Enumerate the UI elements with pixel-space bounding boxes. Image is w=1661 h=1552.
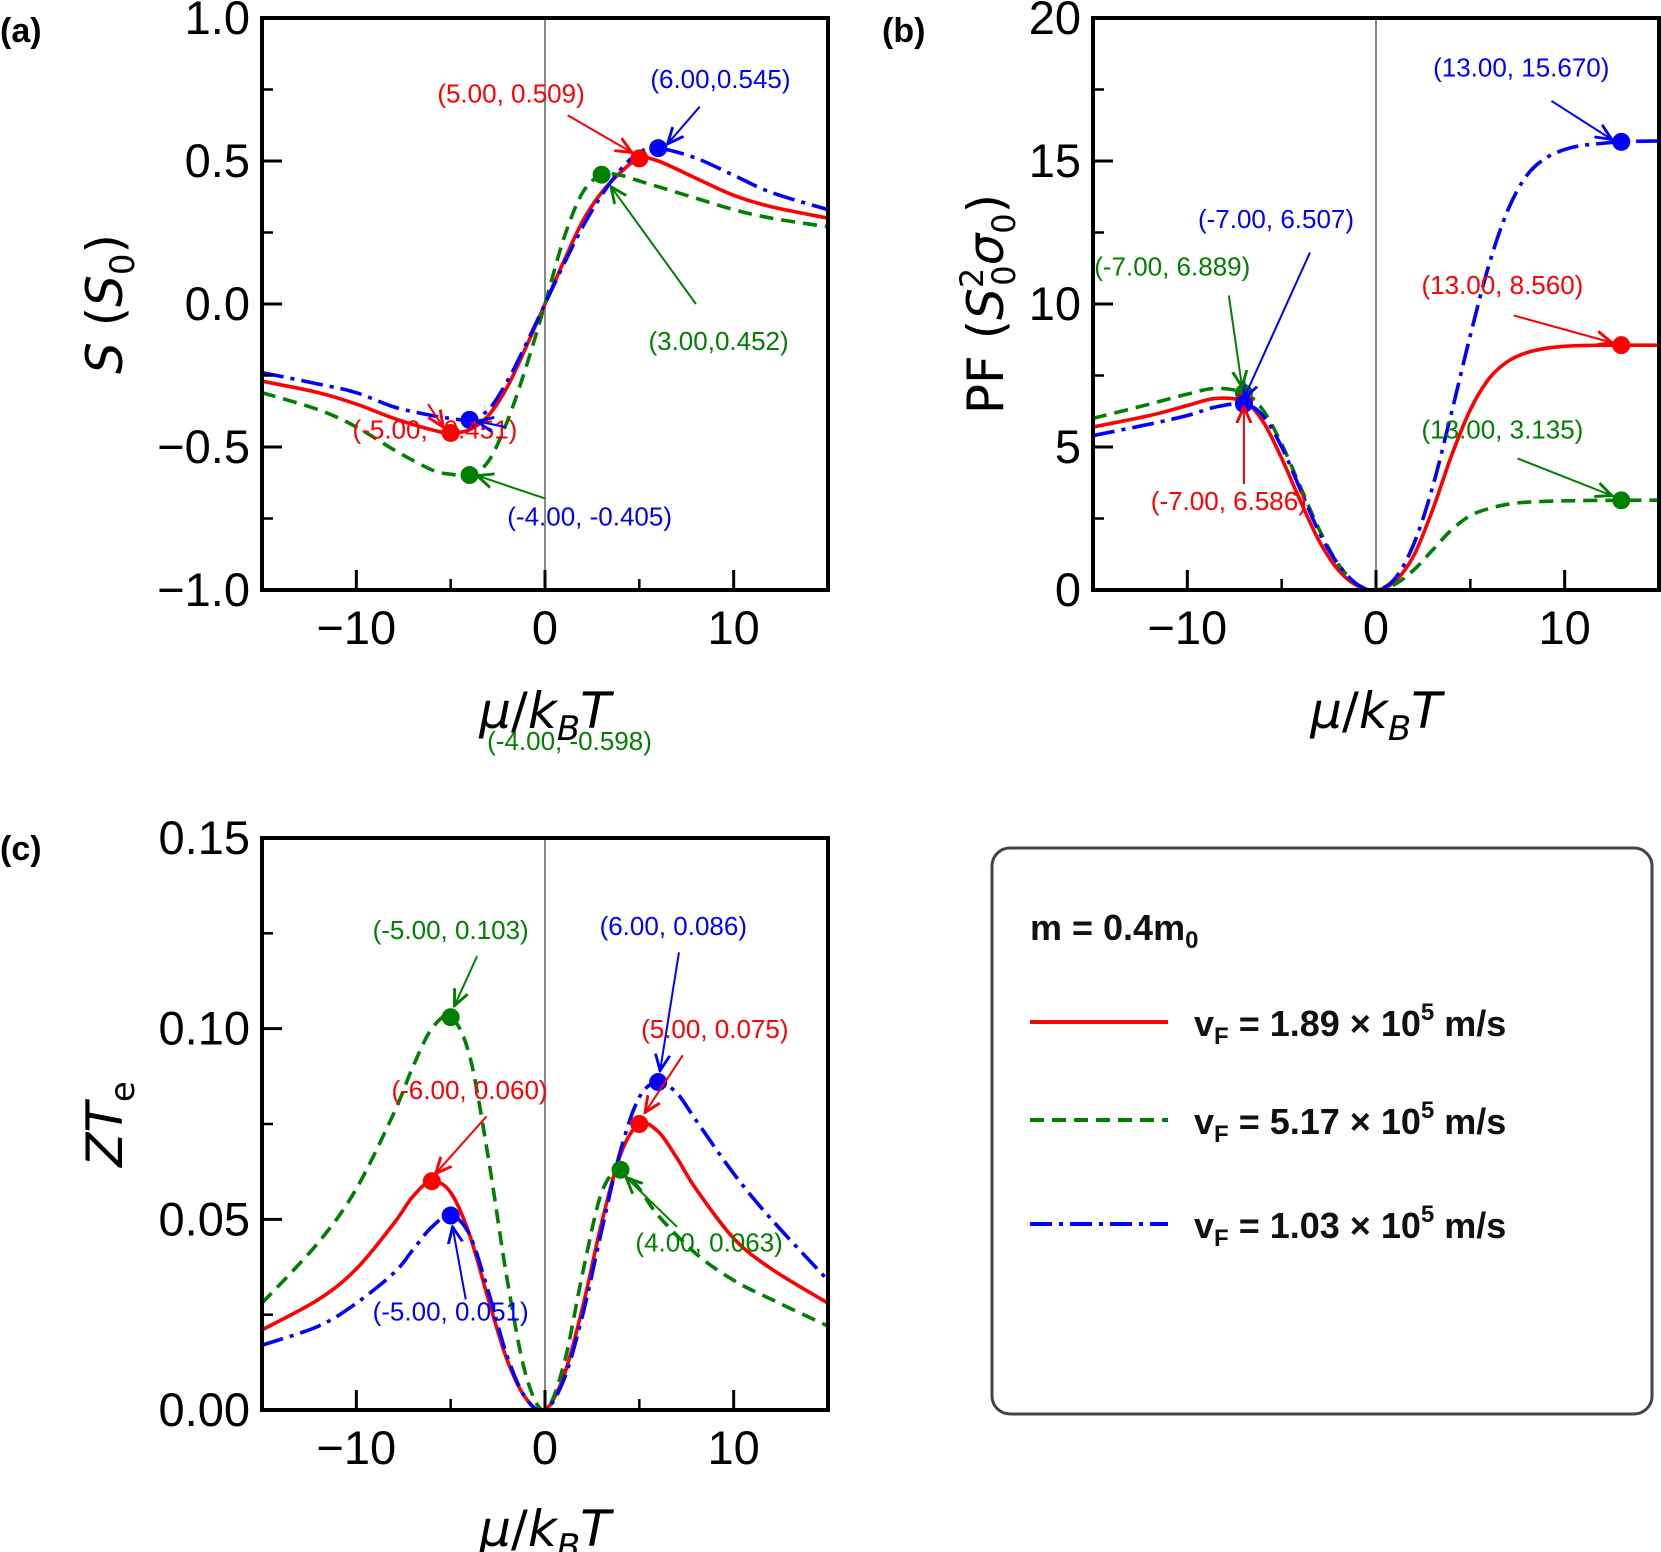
legend-entry-blue: vF = 1.03 × 105 m/s	[1194, 1201, 1506, 1252]
legend-title-main: m = 0.4m	[1030, 907, 1185, 948]
annotation-label: (-4.00, -0.598)	[487, 726, 652, 756]
y-tick-label: 0.05	[159, 1192, 250, 1245]
data-marker	[422, 1172, 441, 1191]
legend: m = 0.4m0 vF = 1.89 × 105 m/s vF = 5.17 …	[990, 846, 1654, 1416]
annotation-label: (-7.00, 6.586)	[1151, 486, 1307, 516]
legend-entry-green: vF = 5.17 × 105 m/s	[1194, 1097, 1506, 1148]
annotation-arrow	[1517, 457, 1612, 495]
data-marker	[441, 423, 460, 442]
y-tick-label: 0.00	[159, 1383, 250, 1436]
x-tick-label: 10	[708, 1421, 760, 1474]
annotation-label: (-4.00, -0.405)	[507, 502, 672, 532]
annotation-label: (6.00, 0.086)	[600, 911, 747, 941]
data-marker	[1612, 336, 1631, 355]
panel-c-xlabel: μ/kBT	[478, 1500, 614, 1552]
annotation-arrow	[453, 1227, 467, 1300]
panel-b-label: (b)	[882, 12, 925, 50]
y-tick-label: 20	[1029, 0, 1081, 44]
panel-b-xlabel: μ/kBT	[1309, 682, 1445, 749]
annotation-arrow	[567, 114, 632, 152]
data-marker	[592, 165, 611, 184]
data-marker	[441, 1206, 460, 1225]
annotation-arrow	[1513, 314, 1612, 342]
annotation-arrow	[1550, 100, 1611, 140]
annotation-label: (3.00,0.452)	[648, 326, 788, 356]
panel-c-ylabel: ZTe	[76, 1081, 143, 1169]
panel-a-ylabel: S (S0)	[76, 234, 143, 374]
annotation-arrow	[477, 421, 506, 427]
annotation-arrow	[660, 952, 680, 1070]
y-tick-label: 0.0	[185, 277, 250, 330]
series-red	[262, 155, 828, 435]
annotation-label: (-5.00, 0.103)	[373, 915, 529, 945]
x-tick-label: −10	[316, 601, 396, 654]
data-marker	[1612, 132, 1631, 151]
series-green	[262, 171, 828, 478]
annotation-arrow	[1244, 252, 1311, 399]
annotation-arrow	[611, 187, 697, 305]
panel-a-label: (a)	[0, 12, 42, 50]
annotation-label: (13.00, 15.670)	[1433, 53, 1609, 83]
annotation-arrow	[668, 106, 701, 144]
annotation-label: (5.00, 0.075)	[641, 1014, 788, 1044]
annotation-arrow	[645, 1054, 684, 1112]
panel-c-label: (c)	[0, 830, 42, 868]
data-marker	[649, 139, 668, 158]
legend-title-sub: 0	[1185, 927, 1198, 954]
annotation-arrow	[626, 1177, 678, 1228]
annotation-arrow	[436, 1115, 488, 1173]
series-blue	[1093, 139, 1659, 590]
series-blue	[262, 1080, 828, 1410]
x-tick-label: 0	[532, 601, 558, 654]
annotation-arrow	[454, 955, 478, 1006]
annotation-label: (5.00, 0.509)	[437, 78, 584, 108]
legend-box	[990, 846, 1654, 1416]
data-marker	[1612, 491, 1631, 510]
y-tick-label: 0.5	[185, 134, 250, 187]
panel-b-ylabel: PF (S20σ0)	[953, 194, 1023, 414]
series-green	[262, 1014, 828, 1410]
annotation-label: (13.00, 3.135)	[1421, 414, 1583, 444]
annotation-label: (13.00, 8.560)	[1421, 270, 1583, 300]
y-tick-label: −1.0	[157, 563, 250, 616]
panel-c: (c) (-5.00, 0.103) (6.00, 0.086) (5.00, 0.…	[0, 811, 830, 1552]
y-tick-label: 10	[1029, 277, 1081, 330]
legend-title: m = 0.4m0	[1030, 907, 1198, 954]
annotation-label: (-7.00, 6.889)	[1094, 251, 1250, 281]
x-tick-label: 10	[708, 601, 760, 654]
data-marker	[630, 149, 649, 168]
panel-a-xlabel: μ/kBT	[478, 682, 614, 749]
y-tick-label: 0.15	[159, 811, 250, 864]
x-tick-label: 0	[532, 1421, 558, 1474]
annotation-arrow	[477, 476, 546, 500]
annotation-arrow	[427, 403, 443, 427]
annotation-label: (-5.00, 0.051)	[373, 1296, 529, 1326]
data-marker	[460, 466, 479, 485]
y-tick-label: 5	[1055, 420, 1081, 473]
annotation-label: (-6.00, 0.060)	[391, 1075, 547, 1105]
annotation-label: (-7.00, 6.507)	[1198, 204, 1354, 234]
annotation-label: (4.00, 0.063)	[635, 1228, 782, 1258]
data-marker	[441, 1008, 460, 1027]
x-tick-label: 0	[1363, 601, 1389, 654]
y-tick-label: 15	[1029, 134, 1081, 187]
panel-a: (a) (5.00, 0.509) (6.00,0.545) (3.00,0.452…	[0, 0, 830, 756]
annotation-label: (6.00,0.545)	[650, 64, 790, 94]
annotation-arrow	[1227, 295, 1242, 387]
y-tick-label: 0	[1055, 563, 1081, 616]
legend-entry-red: vF = 1.89 × 105 m/s	[1194, 999, 1506, 1050]
data-marker	[630, 1115, 649, 1133]
x-tick-label: 10	[1539, 601, 1591, 654]
annotation-label: (-5.00, -0.451)	[353, 414, 518, 444]
y-tick-label: 0.10	[159, 1002, 250, 1055]
x-tick-label: −10	[1147, 601, 1227, 654]
panel-b: (b) (13.00, 15.670) (-7.00, 6.507) (-7.00,…	[882, 0, 1661, 749]
y-tick-label: 1.0	[185, 0, 250, 44]
x-tick-label: −10	[316, 1421, 396, 1474]
data-marker	[611, 1160, 630, 1179]
y-tick-label: −0.5	[157, 420, 250, 473]
